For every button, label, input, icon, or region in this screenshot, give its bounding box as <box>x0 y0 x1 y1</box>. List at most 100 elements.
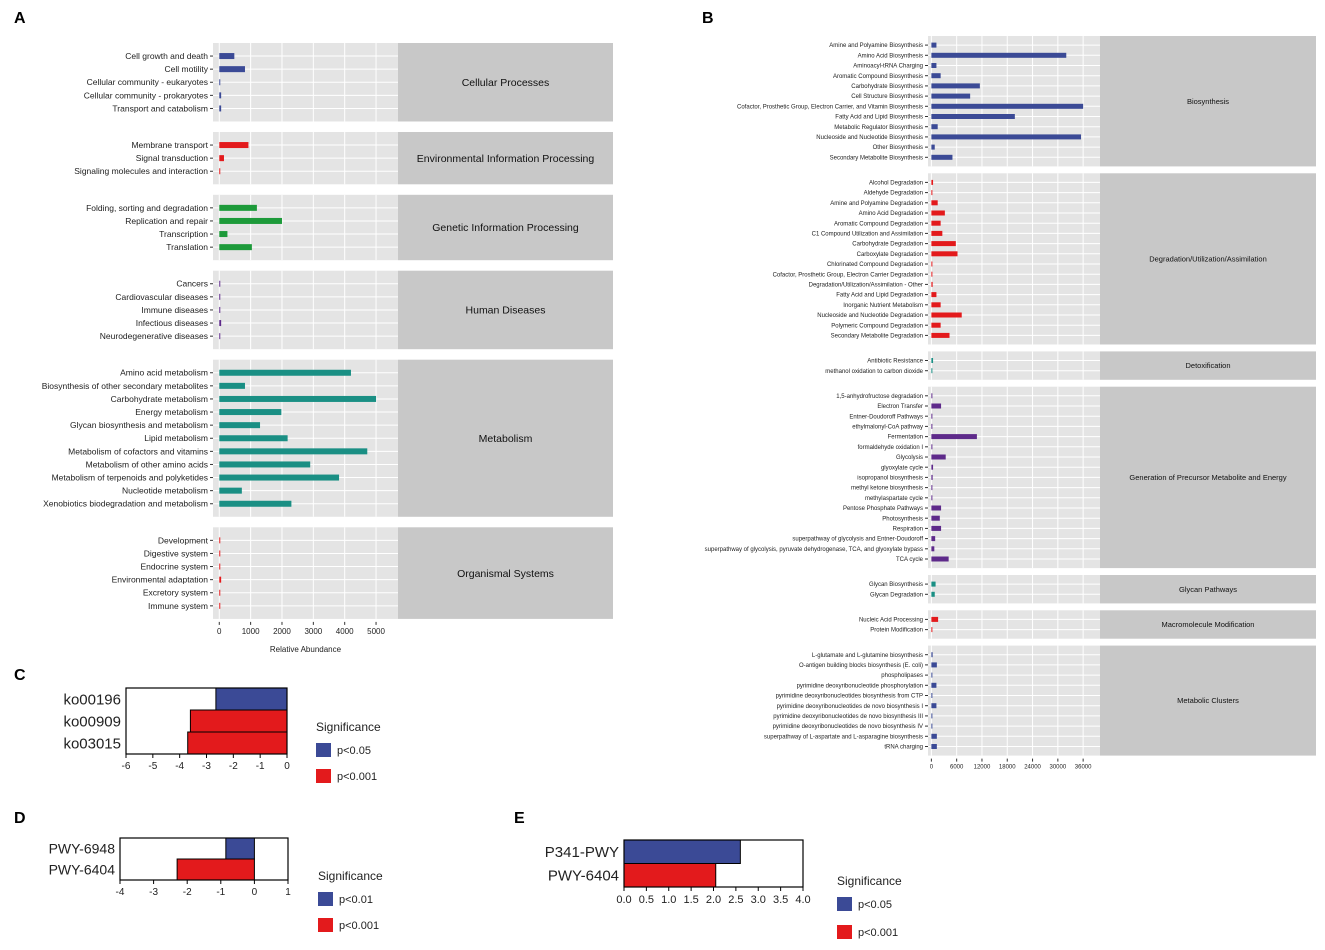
bar-metabolism-of-terpenoids-and-polyketides <box>219 474 340 481</box>
category-label: Nucleotide metabolism <box>122 486 208 496</box>
category-label: P341-PWY <box>545 844 619 861</box>
facet-strip-label: Detoxification <box>1185 361 1230 370</box>
legend-label: p<0.001 <box>339 920 379 932</box>
facet-strip-glycan-pathways <box>1100 575 1316 604</box>
category-label: Aromatic Compound Biosynthesis <box>833 74 923 80</box>
bar-digestive-system <box>219 550 221 557</box>
category-label: Environmental adaptation <box>112 575 209 585</box>
bar-transport-and-catabolism <box>219 105 222 112</box>
category-label: 1,5-anhydrofructose degradation <box>836 394 923 400</box>
bar-isopropanol-biosynthesis <box>931 474 933 480</box>
category-label: PWY-6948 <box>49 841 116 857</box>
category-label: Xenobiotics biodegradation and metabolis… <box>43 499 208 509</box>
category-label: Infectious diseases <box>136 318 208 328</box>
bar-xenobiotics-biodegradation-and-metabolism <box>219 500 292 507</box>
category-label: Other Biosynthesis <box>873 145 923 151</box>
bar-aminoacyl-trna-charging <box>931 63 937 68</box>
x-tick-label: 3000 <box>304 627 322 636</box>
x-tick-label: -2 <box>229 761 238 772</box>
legend-title: Significance <box>316 720 381 734</box>
bar-aromatic-compound-biosynthesis <box>931 73 941 79</box>
bar-cancers <box>219 280 221 287</box>
bar-glycan-degradation <box>931 591 935 597</box>
bar-superpathway-of-l-aspartate-and-l-asparagine-biosynthesis <box>931 733 937 739</box>
category-label: Glycan Degradation <box>870 592 923 598</box>
category-label: Cell growth and death <box>125 51 208 61</box>
bar-chlorinated-compound-degradation <box>931 261 933 267</box>
category-label: pyrimidine deoxyribonucleotides de novo … <box>773 724 923 730</box>
category-label: superpathway of glycolysis and Entner-Do… <box>792 537 923 543</box>
category-label: L-glutamate and L-glutamine biosynthesis <box>812 653 923 659</box>
bar-amine-and-polyamine-degradation <box>931 200 938 206</box>
category-label: phospholipases <box>881 673 923 679</box>
panel-label-c: C <box>14 667 26 684</box>
bar-carbohydrate-degradation <box>931 241 956 247</box>
bar-amino-acid-biosynthesis <box>931 52 1067 58</box>
bar-pyrimidine-deoxyribonucleotides-de-novo-biosynthesis-iii <box>931 713 933 719</box>
category-label: Amino Acid Biosynthesis <box>858 53 923 59</box>
x-tick-label: 24000 <box>1024 765 1041 771</box>
bar-aldehyde-degradation <box>931 190 933 196</box>
bar-glyoxylate-cycle <box>931 464 934 470</box>
bar-c1-compound-utilization-and-assimilation <box>931 230 943 236</box>
x-tick-label: -3 <box>202 761 211 772</box>
category-label: Cancers <box>176 279 208 289</box>
bar-fatty-acid-and-lipid-degradation <box>931 292 937 298</box>
bar-nucleic-acid-processing <box>931 616 939 622</box>
x-tick-label: -1 <box>216 887 225 898</box>
bar-ethylmalonyl-coa-pathway <box>931 423 933 429</box>
category-label: superpathway of glycolysis, pyruvate deh… <box>705 547 923 553</box>
category-label: Replication and repair <box>125 216 208 226</box>
legend-swatch-p-0-01 <box>318 892 333 906</box>
bar-neurodegenerative-diseases <box>219 333 221 340</box>
category-label: methyl ketone biosynthesis <box>851 486 923 492</box>
category-label: Nucleoside and Nucleotide Degradation <box>817 313 923 319</box>
facet-strip-label: Biosynthesis <box>1187 97 1229 106</box>
bar-amine-and-polyamine-biosynthesis <box>931 42 937 48</box>
category-label: pyrimidine deoxyribonucleotides de novo … <box>773 714 923 720</box>
bar-cell-structure-biosynthesis <box>931 93 971 99</box>
x-tick-label: 0 <box>252 887 258 898</box>
bar-signaling-molecules-and-interaction <box>219 168 221 175</box>
category-label: Signaling molecules and interaction <box>74 166 208 176</box>
legend-swatch-p-0-05 <box>837 897 852 911</box>
facet-panel-macromolecule-modification <box>928 610 1100 639</box>
plot-frame <box>119 837 289 881</box>
category-label: Polymeric Compound Degradation <box>831 323 923 329</box>
facet-strip-organismal-systems <box>398 527 613 619</box>
bar-cardiovascular-diseases <box>219 293 221 300</box>
bar-nucleotide-metabolism <box>219 487 242 494</box>
category-label: Cellular community - prokaryotes <box>84 90 208 100</box>
bar-polymeric-compound-degradation <box>931 322 941 328</box>
facet-strip-genetic-information-processing <box>398 194 613 261</box>
x-tick-label: 36000 <box>1075 765 1092 771</box>
legend-title: Significance <box>837 874 902 888</box>
x-tick-label: 2000 <box>273 627 291 636</box>
bar-immune-diseases <box>219 306 221 313</box>
facet-strip-macromolecule-modification <box>1100 610 1316 639</box>
facet-strip-label: Metabolic Clusters <box>1177 696 1239 705</box>
legend-swatch-p-0-001 <box>316 769 331 783</box>
category-label: glyoxylate cycle <box>881 465 924 471</box>
x-tick-label: 6000 <box>950 765 964 771</box>
bar-glycan-biosynthesis-and-metabolism <box>219 422 261 429</box>
bar-energy-metabolism <box>219 409 282 416</box>
category-label: tRNA charging <box>884 745 923 751</box>
facet-strip-cellular-processes <box>398 43 613 122</box>
bar-pwy-6948 <box>225 837 255 860</box>
facet-strip-label: Glycan Pathways <box>1179 585 1237 594</box>
category-label: ko03015 <box>63 735 121 752</box>
facet-strip-label: Generation of Precursor Metabolite and E… <box>1129 473 1286 482</box>
x-tick-label: -1 <box>256 761 265 772</box>
category-label: Antibiotic Resistance <box>867 359 923 365</box>
bar-cell-growth-and-death <box>219 53 235 60</box>
x-tick-label: 4000 <box>336 627 354 636</box>
category-label: Lipid metabolism <box>144 433 208 443</box>
bar-translation <box>219 244 252 251</box>
legend-label: p<0.05 <box>337 745 371 757</box>
category-label: Respiration <box>893 527 923 533</box>
bar-metabolism-of-cofactors-and-vitamins <box>219 448 368 455</box>
category-label: Fatty Acid and Lipid Biosynthesis <box>835 115 923 121</box>
x-tick-label: 18000 <box>999 765 1016 771</box>
